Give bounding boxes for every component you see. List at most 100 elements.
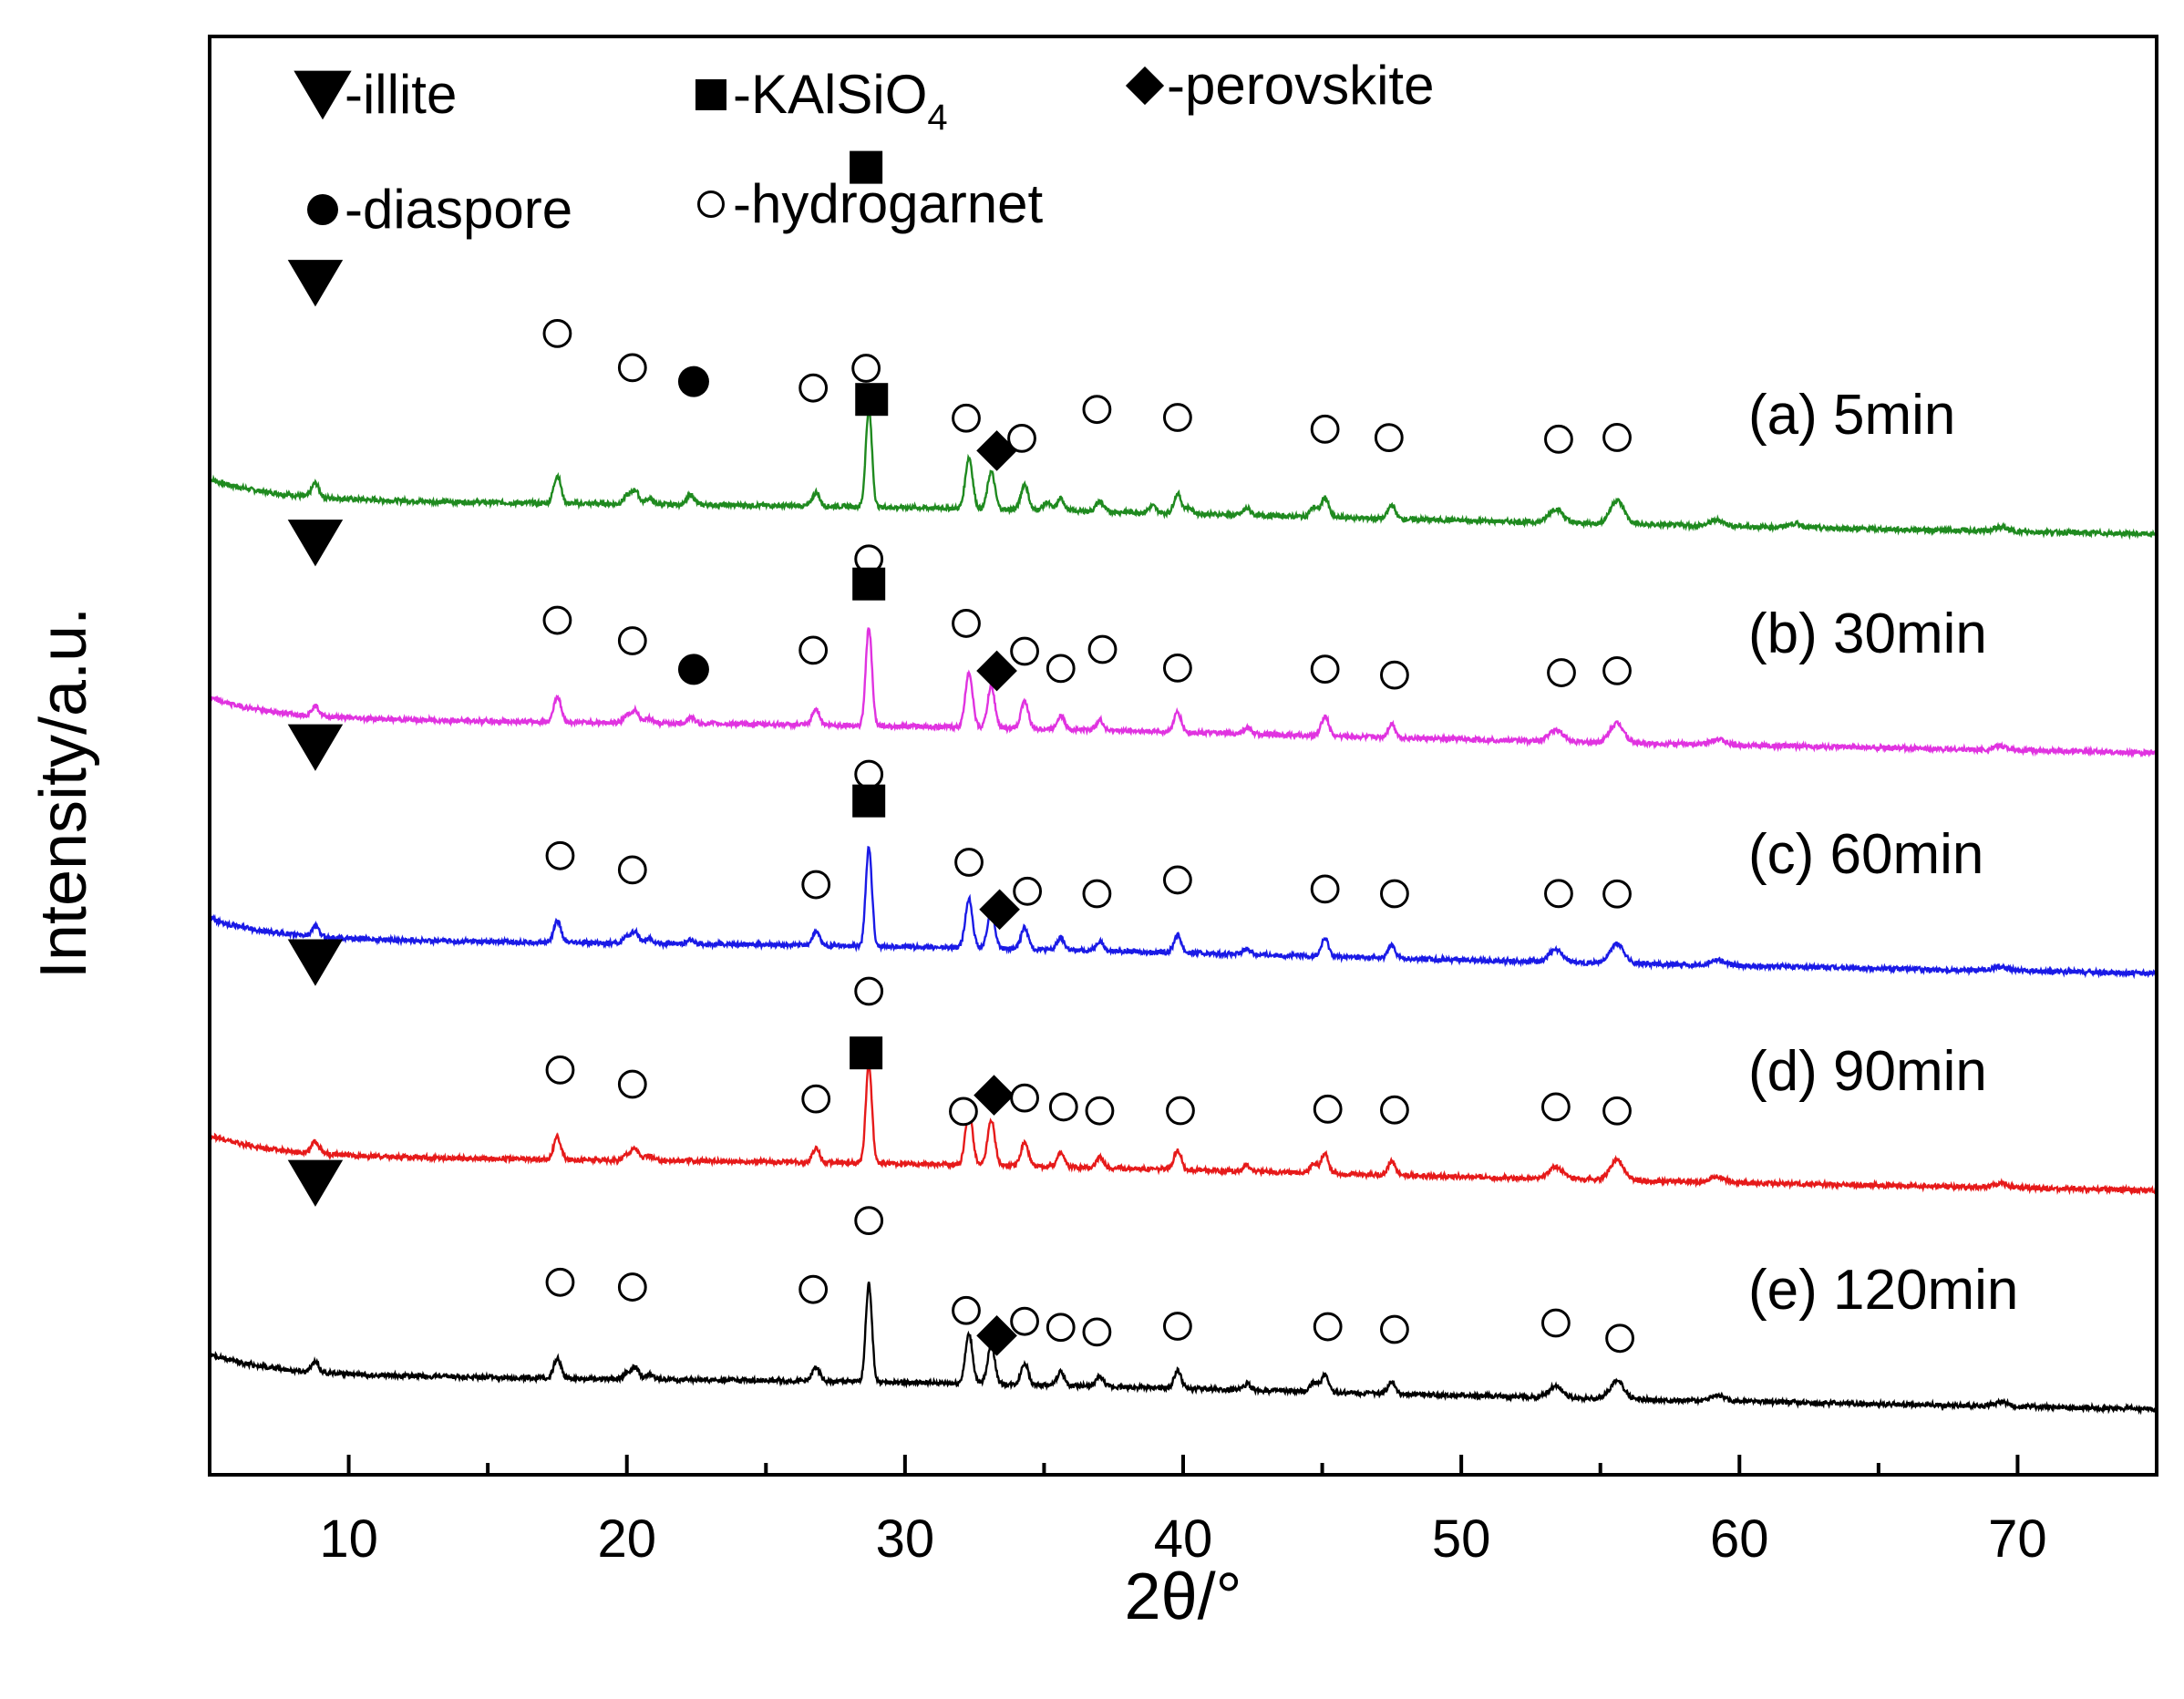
triangle-down-marker: [287, 724, 344, 771]
open-circle-marker: [801, 870, 831, 900]
filled-circle-marker: [677, 366, 709, 397]
triangle-down-marker: [287, 1159, 344, 1207]
open-circle-marker: [1602, 1096, 1632, 1126]
open-circle-marker: [952, 1295, 981, 1325]
open-circle-marker: [1046, 1313, 1076, 1343]
diamond-marker: [1125, 66, 1165, 106]
open-circle-marker: [1313, 1094, 1343, 1124]
x-tick-label: 60: [1710, 1509, 1769, 1569]
open-circle-marker: [952, 403, 981, 433]
open-circle-marker: [1013, 876, 1043, 906]
series-layer: [208, 405, 2158, 1416]
marker-layer: [287, 150, 1634, 1356]
open-circle-marker: [1310, 654, 1340, 685]
open-circle-marker: [1010, 636, 1039, 666]
series-label-3: (c) 60min: [1748, 823, 1983, 886]
open-circle-marker: [617, 1272, 647, 1302]
open-circle-marker: [1082, 1317, 1112, 1347]
open-circle-marker: [545, 840, 575, 870]
open-circle-marker: [697, 190, 725, 218]
open-circle-marker: [545, 1267, 575, 1297]
open-circle-marker: [1602, 423, 1632, 452]
open-circle-marker: [1540, 1308, 1571, 1338]
legend-label: -hydrogarnet: [733, 173, 1044, 234]
series-label-layer: (a) 5min (b) 30min (c) 60min (d) 90min (e) 1…: [1748, 384, 2018, 1322]
triangle-down-marker: [294, 70, 352, 120]
open-circle-marker: [954, 848, 984, 877]
open-circle-marker: [542, 605, 572, 635]
open-circle-marker: [1602, 655, 1632, 685]
open-circle-marker: [798, 373, 829, 403]
open-circle-marker: [1010, 1306, 1039, 1336]
open-circle-marker: [1547, 658, 1576, 687]
xrd-series-line-2: [208, 627, 2158, 759]
legend-label: -perovskite: [1167, 55, 1434, 116]
open-circle-marker: [1162, 865, 1192, 895]
filled-circle-marker: [677, 654, 709, 685]
open-circle-marker: [1602, 879, 1632, 909]
open-circle-marker: [617, 1069, 647, 1099]
open-circle-marker: [801, 1084, 831, 1114]
open-circle-marker: [1605, 1323, 1634, 1354]
y-axis-title: Intensity/a.u.: [27, 607, 100, 979]
legend-entry-3: -perovskite: [1125, 55, 1434, 116]
diamond-marker: [976, 430, 1017, 471]
open-circle-marker: [851, 354, 881, 383]
open-circle-marker: [1310, 414, 1340, 444]
open-circle-marker: [1085, 1096, 1115, 1126]
legend-entry-4: -diaspore: [307, 179, 572, 240]
legend-label: -diaspore: [345, 179, 572, 240]
xrd-series-line-4: [208, 1062, 2158, 1196]
open-circle-marker: [949, 1097, 978, 1127]
open-circle-marker: [854, 976, 884, 1006]
series-label-4: (d) 90min: [1748, 1040, 1987, 1103]
open-circle-marker: [1310, 874, 1340, 904]
square-marker: [852, 567, 886, 601]
square-marker: [852, 784, 886, 818]
xrd-series-line-5: [209, 1282, 2158, 1416]
legend-label: -illite: [345, 64, 457, 125]
open-circle-marker: [1380, 660, 1409, 690]
open-circle-marker: [798, 635, 829, 665]
open-circle-marker: [542, 318, 572, 348]
x-tick-label: 20: [597, 1509, 656, 1569]
open-circle-marker: [1380, 1095, 1409, 1125]
x-axis-ticks: 10 20 30 40 50 60 70: [208, 1455, 2158, 1569]
open-circle-marker: [1162, 1312, 1192, 1341]
open-circle-marker: [1048, 1092, 1078, 1122]
open-circle-marker: [1380, 879, 1409, 909]
open-circle-marker: [617, 855, 647, 885]
series-label-5: (e) 120min: [1748, 1259, 2018, 1322]
x-tick-label: 40: [1154, 1509, 1213, 1569]
open-circle-marker: [1544, 424, 1573, 454]
open-circle-marker: [1007, 423, 1036, 453]
diamond-marker: [979, 889, 1020, 931]
diamond-marker: [976, 1315, 1017, 1356]
triangle-down-marker: [287, 939, 344, 986]
legend-entry-1: -illite: [294, 64, 457, 125]
open-circle-marker: [1313, 1312, 1343, 1342]
open-circle-marker: [545, 1055, 575, 1085]
square-marker: [695, 79, 726, 110]
open-circle-marker: [1087, 634, 1118, 664]
triangle-down-marker: [287, 520, 344, 567]
open-circle-marker: [1010, 1083, 1039, 1113]
xrd-series-line-3: [208, 845, 2158, 980]
open-circle-marker: [1374, 423, 1404, 453]
square-marker: [850, 150, 883, 184]
legend: -illite -KAlSiO4-perovskite-diaspore -hydr…: [294, 55, 1434, 240]
legend-label-subscript: 4: [927, 98, 947, 138]
xrd-series-line-1: [209, 405, 2158, 541]
open-circle-marker: [1544, 879, 1573, 909]
open-circle-marker: [952, 609, 981, 638]
x-tick-label: 70: [1988, 1509, 2047, 1569]
series-label-1: (a) 5min: [1748, 384, 1955, 447]
filled-circle-marker: [307, 194, 338, 225]
open-circle-marker: [617, 353, 647, 383]
x-tick-label: 30: [876, 1509, 935, 1569]
x-tick-label: 50: [1432, 1509, 1491, 1569]
x-tick-label: 10: [319, 1509, 378, 1569]
series-label-2: (b) 30min: [1748, 602, 1987, 665]
legend-entry-5: -hydrogarnet: [697, 173, 1044, 234]
